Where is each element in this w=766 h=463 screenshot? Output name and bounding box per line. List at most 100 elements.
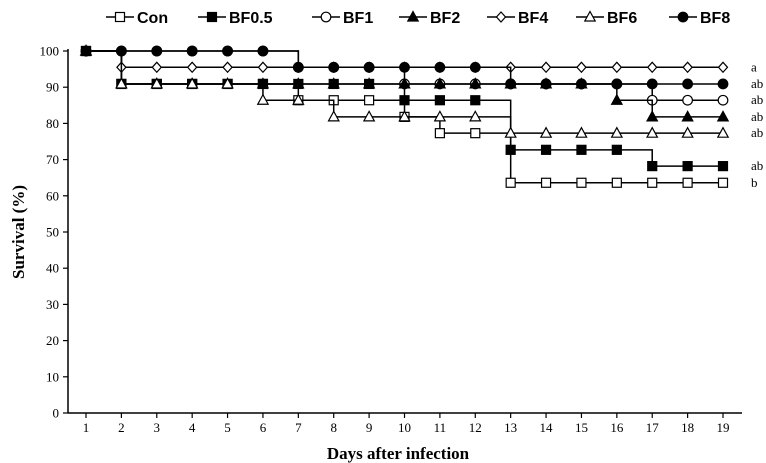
data-point bbox=[576, 78, 587, 90]
data-point bbox=[540, 177, 552, 188]
data-point bbox=[611, 78, 623, 90]
data-point bbox=[399, 61, 410, 73]
legend-marker bbox=[495, 11, 507, 23]
data-point bbox=[434, 61, 446, 73]
data-point bbox=[80, 45, 92, 57]
significance-label: ab bbox=[751, 158, 763, 173]
data-point bbox=[646, 78, 658, 90]
x-tick-label: 3 bbox=[154, 420, 161, 435]
data-point bbox=[363, 61, 375, 73]
series-BF8 bbox=[80, 45, 729, 90]
data-point bbox=[433, 77, 447, 89]
data-point bbox=[292, 61, 304, 73]
data-point bbox=[150, 77, 163, 89]
legend-marker bbox=[406, 10, 420, 22]
significance-label: ab bbox=[751, 92, 763, 107]
y-tick-label: 60 bbox=[46, 188, 59, 203]
data-point bbox=[256, 93, 270, 105]
data-point bbox=[717, 161, 729, 172]
data-point bbox=[470, 95, 481, 106]
x-tick-label: 6 bbox=[260, 420, 267, 435]
data-point bbox=[469, 77, 482, 89]
legend-marker bbox=[206, 11, 218, 23]
significance-label: ab bbox=[751, 109, 763, 124]
data-point bbox=[505, 78, 517, 90]
data-point bbox=[682, 78, 694, 90]
data-point bbox=[646, 61, 658, 74]
legend-label: BF8 bbox=[700, 10, 730, 27]
data-point bbox=[610, 126, 624, 138]
y-tick-label: 10 bbox=[46, 369, 59, 384]
data-point bbox=[292, 77, 305, 89]
x-tick-label: 19 bbox=[717, 420, 730, 435]
data-point bbox=[505, 177, 516, 188]
data-point bbox=[151, 45, 163, 57]
data-point bbox=[222, 45, 233, 57]
data-point bbox=[611, 177, 622, 188]
x-tick-label: 11 bbox=[434, 420, 447, 435]
data-point bbox=[433, 110, 447, 122]
data-point bbox=[646, 126, 659, 138]
x-tick-label: 9 bbox=[366, 420, 373, 435]
x-tick-label: 7 bbox=[295, 420, 302, 435]
legend-marker bbox=[114, 11, 126, 23]
data-point bbox=[682, 177, 693, 188]
data-point bbox=[470, 128, 481, 139]
data-point bbox=[362, 110, 376, 122]
data-point bbox=[398, 110, 411, 122]
legend-label: Con bbox=[137, 10, 168, 27]
data-point bbox=[222, 61, 233, 74]
y-tick-label: 50 bbox=[46, 225, 59, 240]
data-point bbox=[716, 126, 730, 138]
data-point bbox=[682, 61, 693, 74]
data-point bbox=[362, 77, 376, 89]
legend-label: BF2 bbox=[430, 10, 460, 27]
data-point bbox=[469, 110, 482, 122]
legend-label: BF4 bbox=[518, 10, 548, 27]
x-tick-label: 15 bbox=[575, 420, 588, 435]
data-point bbox=[469, 61, 481, 73]
y-tick-label: 80 bbox=[46, 116, 59, 131]
legend-marker bbox=[320, 11, 332, 23]
y-tick-label: 90 bbox=[46, 80, 59, 95]
data-point bbox=[540, 78, 552, 90]
data-point bbox=[327, 110, 340, 122]
data-point bbox=[716, 110, 730, 122]
data-point bbox=[151, 61, 163, 74]
data-point bbox=[505, 144, 516, 155]
data-point bbox=[327, 77, 340, 89]
data-point bbox=[682, 94, 694, 106]
y-tick-label: 20 bbox=[46, 333, 59, 348]
data-point bbox=[611, 144, 622, 155]
x-tick-label: 10 bbox=[398, 420, 411, 435]
data-point bbox=[539, 126, 553, 138]
data-point bbox=[717, 78, 729, 90]
data-point bbox=[328, 61, 340, 73]
data-point bbox=[717, 61, 729, 74]
x-tick-label: 16 bbox=[610, 420, 624, 435]
data-point bbox=[647, 177, 658, 188]
y-tick-label: 30 bbox=[46, 297, 59, 312]
data-point bbox=[185, 77, 199, 89]
data-point bbox=[434, 128, 445, 139]
data-point bbox=[186, 45, 198, 57]
x-tick-label: 2 bbox=[118, 420, 125, 435]
data-point bbox=[399, 95, 410, 106]
data-point bbox=[221, 77, 234, 89]
data-point bbox=[576, 61, 587, 74]
y-tick-label: 40 bbox=[46, 261, 59, 276]
data-point bbox=[681, 126, 694, 138]
data-point bbox=[292, 93, 305, 105]
data-point bbox=[364, 95, 375, 106]
data-point bbox=[576, 177, 587, 188]
y-axis-title: Survival (%) bbox=[9, 185, 28, 279]
data-point bbox=[115, 77, 128, 89]
x-tick-label: 17 bbox=[646, 420, 660, 435]
x-tick-label: 8 bbox=[330, 420, 337, 435]
legend-label: BF6 bbox=[607, 10, 637, 27]
x-tick-label: 18 bbox=[681, 420, 694, 435]
legend-marker bbox=[583, 10, 597, 22]
data-point bbox=[575, 126, 588, 138]
data-point bbox=[504, 126, 517, 138]
